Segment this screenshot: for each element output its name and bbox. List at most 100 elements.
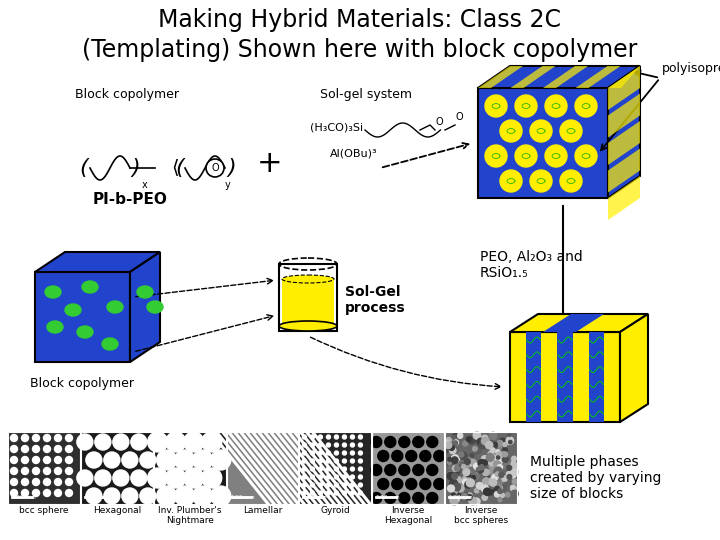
Circle shape: [406, 450, 417, 462]
Circle shape: [468, 436, 476, 444]
Ellipse shape: [107, 301, 123, 313]
Circle shape: [334, 491, 338, 495]
Circle shape: [511, 490, 518, 497]
Circle shape: [457, 485, 464, 492]
Polygon shape: [299, 432, 360, 504]
Circle shape: [104, 488, 120, 504]
Polygon shape: [543, 314, 604, 332]
Circle shape: [445, 447, 451, 453]
Circle shape: [451, 499, 457, 505]
Circle shape: [302, 467, 307, 471]
Circle shape: [55, 435, 61, 442]
Text: (Templating) Shown here with block copolymer: (Templating) Shown here with block copol…: [82, 38, 638, 62]
Circle shape: [477, 449, 482, 455]
Text: 100 nm: 100 nm: [449, 495, 473, 500]
Circle shape: [450, 497, 457, 504]
Text: Multiple phases
created by varying
size of blocks: Multiple phases created by varying size …: [530, 455, 662, 502]
Circle shape: [477, 485, 481, 489]
Text: 100 nm: 100 nm: [230, 495, 254, 500]
Circle shape: [485, 145, 507, 167]
Circle shape: [184, 432, 204, 452]
Text: Al(OBu)³: Al(OBu)³: [330, 148, 377, 158]
Circle shape: [472, 476, 475, 480]
Circle shape: [476, 482, 483, 489]
Polygon shape: [251, 432, 312, 504]
Polygon shape: [292, 432, 354, 504]
Polygon shape: [263, 432, 324, 504]
Circle shape: [326, 467, 330, 471]
Circle shape: [481, 485, 488, 492]
Circle shape: [453, 463, 459, 469]
Circle shape: [575, 145, 597, 167]
Circle shape: [334, 467, 338, 471]
Circle shape: [460, 453, 466, 459]
Circle shape: [310, 435, 315, 439]
Circle shape: [318, 451, 323, 455]
Circle shape: [427, 464, 438, 476]
Circle shape: [482, 435, 488, 441]
Text: Gyroid: Gyroid: [320, 506, 350, 515]
Ellipse shape: [282, 275, 334, 283]
Circle shape: [140, 452, 156, 468]
Circle shape: [451, 473, 458, 479]
Circle shape: [334, 475, 338, 479]
Circle shape: [505, 478, 513, 485]
Circle shape: [483, 460, 488, 465]
Circle shape: [479, 468, 484, 472]
Circle shape: [32, 456, 40, 463]
Polygon shape: [281, 432, 342, 504]
Circle shape: [351, 475, 354, 479]
Ellipse shape: [147, 301, 163, 313]
Polygon shape: [305, 432, 366, 504]
Circle shape: [326, 443, 330, 447]
Circle shape: [495, 467, 502, 475]
Circle shape: [474, 463, 480, 470]
Circle shape: [211, 450, 230, 470]
Circle shape: [482, 478, 490, 485]
Circle shape: [11, 435, 17, 442]
Circle shape: [482, 470, 488, 476]
Circle shape: [302, 459, 307, 463]
Circle shape: [494, 442, 498, 446]
Text: Making Hybrid Materials: Class 2C: Making Hybrid Materials: Class 2C: [158, 8, 562, 32]
Circle shape: [530, 170, 552, 192]
Circle shape: [455, 463, 459, 466]
Circle shape: [453, 434, 457, 437]
Polygon shape: [287, 432, 348, 504]
Polygon shape: [620, 314, 648, 422]
Polygon shape: [608, 121, 640, 165]
Bar: [372, 432, 444, 504]
Circle shape: [433, 478, 445, 489]
Circle shape: [359, 459, 362, 463]
Circle shape: [463, 475, 469, 482]
Circle shape: [453, 465, 459, 471]
Circle shape: [175, 486, 194, 506]
Circle shape: [478, 460, 486, 467]
Circle shape: [343, 443, 346, 447]
Circle shape: [486, 454, 494, 461]
Polygon shape: [256, 432, 318, 504]
Circle shape: [500, 170, 522, 192]
Polygon shape: [608, 148, 640, 192]
Text: 200 nm: 200 nm: [12, 495, 36, 500]
Circle shape: [334, 435, 338, 439]
Circle shape: [351, 467, 354, 471]
Text: Inverse
Hexagonal: Inverse Hexagonal: [384, 506, 432, 525]
Circle shape: [66, 435, 73, 442]
Circle shape: [406, 478, 417, 489]
Circle shape: [318, 475, 323, 479]
Circle shape: [371, 492, 382, 503]
Circle shape: [482, 495, 487, 501]
Circle shape: [351, 459, 354, 463]
Text: polyisoprene: polyisoprene: [662, 62, 720, 75]
Circle shape: [384, 464, 396, 476]
Circle shape: [318, 459, 323, 463]
Circle shape: [510, 468, 518, 476]
Circle shape: [495, 487, 500, 490]
Circle shape: [343, 435, 346, 439]
Circle shape: [450, 470, 458, 478]
Polygon shape: [543, 66, 588, 88]
Circle shape: [310, 443, 315, 447]
Bar: [282, 279, 334, 326]
Circle shape: [55, 446, 61, 453]
